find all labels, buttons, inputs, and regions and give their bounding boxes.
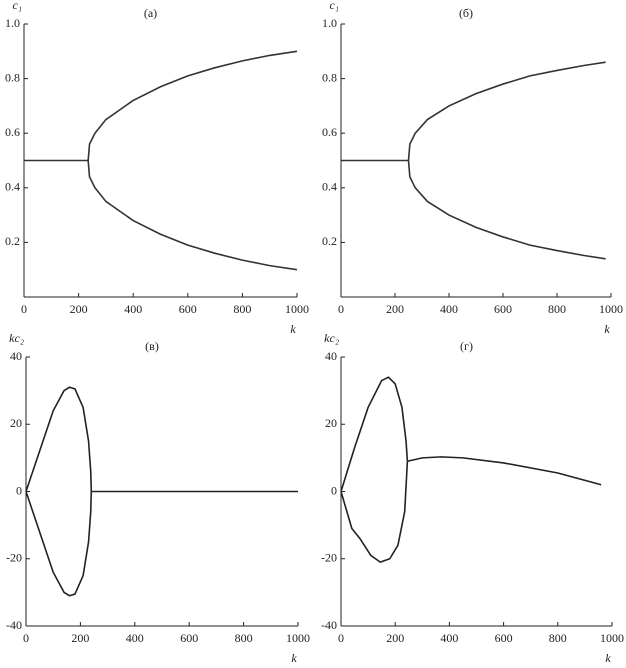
y-tick-label: 0.6	[322, 125, 337, 139]
y-tick-label: 0.8	[5, 70, 20, 84]
x-tick-label: 800	[233, 302, 251, 316]
line-series	[87, 160, 298, 271]
x-tick-label: 1000	[599, 302, 623, 316]
x-axis-label: k	[291, 651, 297, 665]
x-tick-label: 1000	[600, 631, 624, 645]
x-tick-label: 200	[71, 631, 89, 645]
x-tick-label: 600	[494, 302, 512, 316]
y-tick-label: 1.0	[322, 16, 337, 30]
y-tick-label: 0.4	[5, 180, 20, 194]
x-axis-label: k	[290, 322, 296, 336]
y-tick-label: 0.2	[322, 234, 337, 248]
y-tick-label: 0.6	[5, 125, 20, 139]
x-tick-label: 0	[338, 302, 344, 316]
y-tick-label: 0	[16, 483, 22, 497]
line-series	[340, 376, 409, 492]
x-tick-label: 1000	[286, 631, 310, 645]
y-tick-label: -40	[321, 618, 337, 632]
x-tick-label: 400	[440, 302, 458, 316]
x-tick-label: 400	[440, 631, 458, 645]
y-tick-label: 0.2	[5, 234, 20, 248]
y-tick-label: 20	[325, 416, 337, 430]
x-tick-label: 800	[549, 631, 567, 645]
line-series	[25, 491, 93, 597]
x-tick-label: 400	[124, 302, 142, 316]
x-tick-label: 600	[180, 631, 198, 645]
x-tick-label: 600	[495, 631, 513, 645]
y-tick-label: 40	[325, 349, 337, 363]
chart-title: (в)	[145, 339, 159, 353]
line-series	[340, 461, 409, 564]
chart-title: (а)	[144, 6, 157, 20]
y-axis-label: c₁	[330, 0, 340, 12]
x-tick-label: 0	[21, 302, 27, 316]
x-tick-label: 800	[235, 631, 253, 645]
x-tick-label: 800	[548, 302, 566, 316]
x-axis-label: k	[605, 651, 611, 665]
x-axis-label: k	[604, 322, 610, 336]
line-series	[407, 61, 606, 161]
y-tick-label: 1.0	[5, 16, 20, 30]
y-tick-label: -20	[6, 551, 22, 565]
x-tick-label: 1000	[285, 302, 309, 316]
chart-title: (г)	[460, 339, 473, 353]
y-tick-label: -40	[6, 618, 22, 632]
line-series	[25, 386, 93, 492]
y-axis-label: c₁	[13, 0, 23, 12]
line-series	[87, 50, 298, 161]
y-axis-label: kc₂	[9, 331, 24, 345]
chart-title: (б)	[459, 6, 473, 20]
y-tick-label: 0	[331, 483, 337, 497]
y-tick-label: 0.8	[322, 70, 337, 84]
y-tick-label: 40	[10, 349, 22, 363]
x-tick-label: 0	[338, 631, 344, 645]
x-tick-label: 200	[386, 302, 404, 316]
y-tick-label: 20	[10, 416, 22, 430]
line-series	[407, 160, 606, 260]
line-series	[407, 456, 602, 486]
x-tick-label: 600	[179, 302, 197, 316]
y-tick-label: 0.4	[322, 180, 337, 194]
x-tick-label: 0	[23, 631, 29, 645]
x-tick-label: 200	[386, 631, 404, 645]
y-tick-label: -20	[321, 551, 337, 565]
x-tick-label: 400	[126, 631, 144, 645]
x-tick-label: 200	[70, 302, 88, 316]
y-axis-label: kc₂	[324, 331, 339, 345]
